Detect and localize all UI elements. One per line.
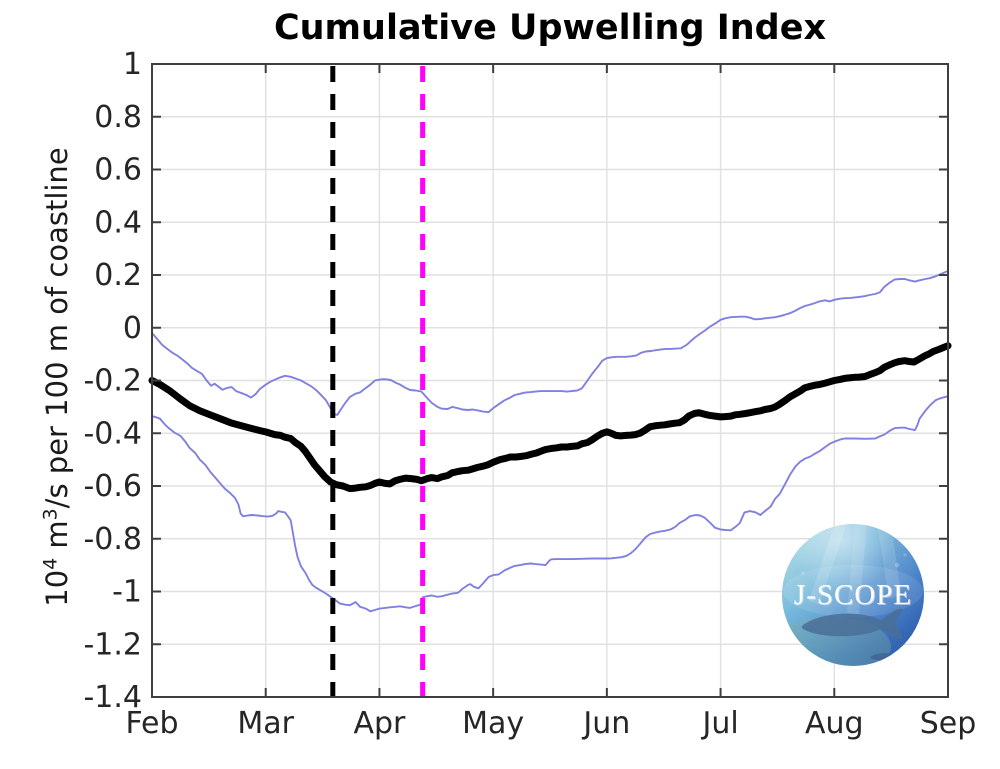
y-tick-label: -1.4 — [83, 680, 142, 715]
grid-lines — [152, 64, 948, 697]
x-tick-label: Apr — [353, 706, 406, 741]
dashed-annotation-lines — [330, 66, 426, 696]
mean-series-line — [148, 342, 952, 493]
tick-labels: Feb Mar Apr May Jun Jul Aug Sep 1 0.8 0.6 0.4 0.2 0 -0… — [83, 47, 976, 741]
y-tick-label: 1 — [123, 47, 142, 82]
y-tick-label: 0.8 — [94, 100, 142, 135]
y-tick-label: 0.4 — [94, 205, 142, 240]
y-tick-label: -0.4 — [83, 416, 142, 451]
x-tick-label: May — [462, 706, 524, 741]
y-tick-label: -0.6 — [83, 469, 142, 504]
y-tick-label: -0.2 — [83, 364, 142, 399]
logo-light-glow — [782, 524, 924, 666]
x-tick-label: Sep — [920, 706, 977, 741]
bubble — [801, 571, 805, 575]
bubble — [894, 562, 900, 568]
uncertainty-band-lines — [151, 270, 949, 613]
logo-midwater-haze — [783, 565, 923, 617]
light-ray — [847, 524, 867, 615]
light-ray — [809, 524, 847, 605]
x-tick-label: Feb — [125, 706, 178, 741]
mean-line — [148, 342, 952, 493]
band-series-line — [151, 270, 949, 416]
chart-title: Cumulative Upwelling Index — [273, 8, 827, 48]
x-tick-label: Jun — [581, 706, 630, 741]
x-tick-label: Mar — [237, 706, 294, 741]
small-fish-icon — [870, 651, 904, 662]
y-tick-label: 0.2 — [94, 258, 142, 293]
y-tick-label: -1 — [112, 575, 142, 610]
band-series-line — [151, 395, 949, 613]
bubble — [903, 553, 907, 557]
y-tick-label: 0 — [123, 311, 142, 346]
y-tick-label: 0.6 — [94, 153, 142, 188]
x-tick-label: Aug — [805, 706, 864, 741]
light-ray — [877, 524, 901, 599]
logo-text-shadow: J-SCOPE — [795, 580, 913, 612]
axes-box-and-ticks — [151, 63, 949, 698]
y-tick-label: -1.2 — [83, 627, 142, 662]
y-tick-label: -0.8 — [83, 522, 142, 557]
jscope-logo: J-SCOPE J-SCOPE — [782, 524, 924, 666]
fish-icon — [801, 608, 903, 640]
x-tick-label: Jul — [700, 706, 738, 741]
logo-text: J-SCOPE — [794, 579, 912, 611]
